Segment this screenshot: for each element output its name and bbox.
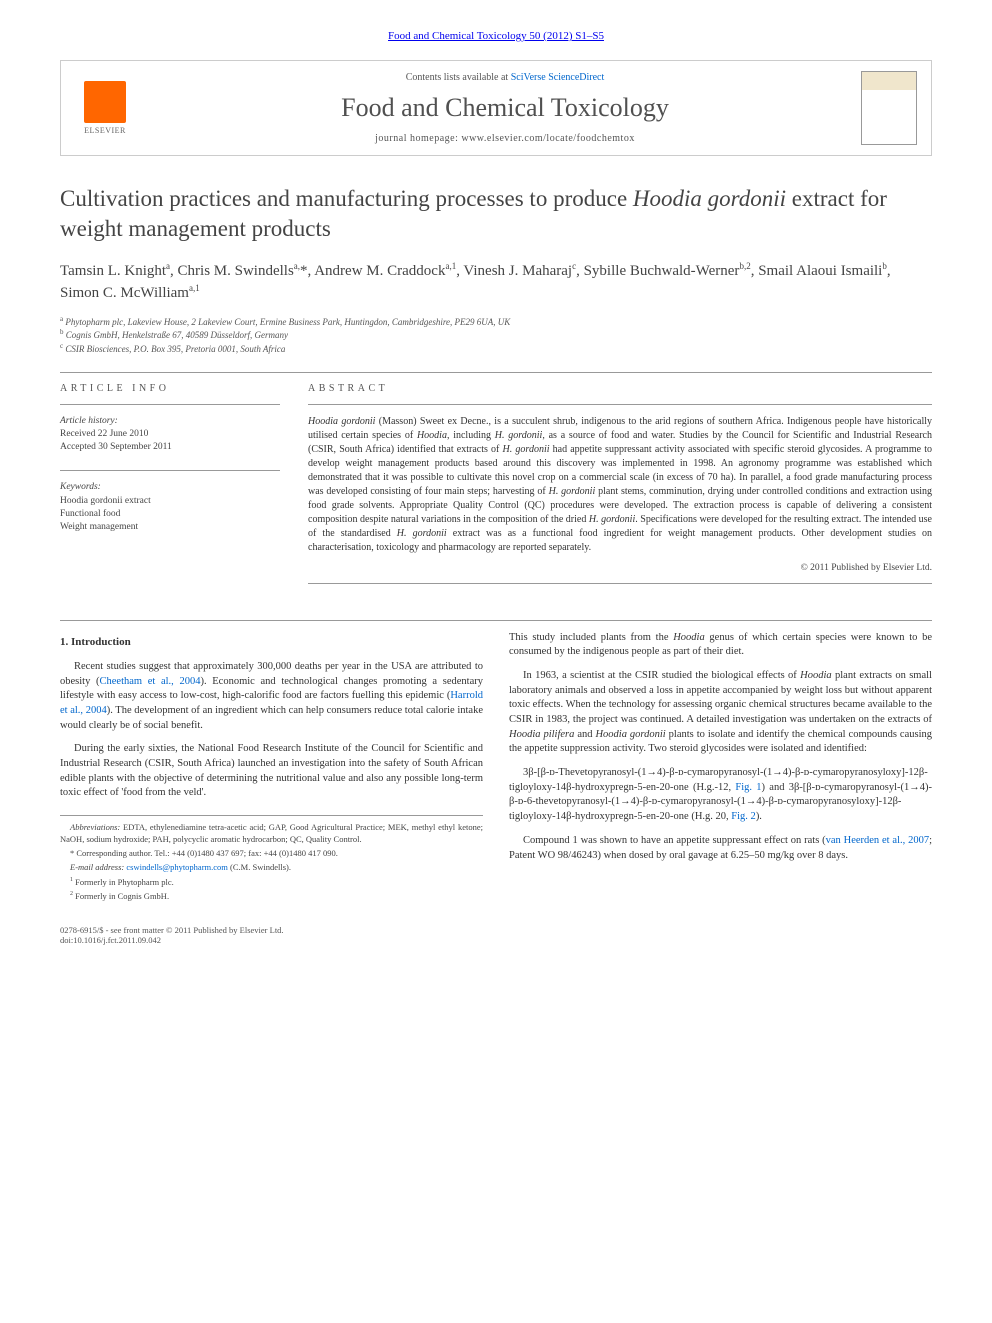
body-paragraph: 3β-[β-ᴅ-Thevetopyranosyl-(1→4)-β-ᴅ-cymar… [509, 766, 932, 825]
history-label: Article history: [60, 415, 280, 428]
body-columns: 1. Introduction Recent studies suggest t… [60, 631, 932, 904]
homepage-prefix: journal homepage: [375, 133, 461, 144]
body-paragraph: During the early sixties, the National F… [60, 742, 483, 801]
abbreviations: Abbreviations: EDTA, ethylenediamine tet… [60, 822, 483, 846]
divider [60, 404, 280, 405]
accepted-date: Accepted 30 September 2011 [60, 441, 280, 454]
journal-cover-thumbnail [861, 71, 917, 145]
ref-link[interactable]: Harrold et al., 2004 [60, 690, 483, 716]
ref-link[interactable]: Cheetham et al., 2004 [100, 676, 201, 687]
divider [60, 372, 932, 373]
contents-line: Contents lists available at SciVerse Sci… [149, 72, 861, 83]
journal-banner: ELSEVIER Contents lists available at Sci… [60, 60, 932, 156]
affiliation-a: a Phytopharm plc, Lakeview House, 2 Lake… [60, 315, 932, 329]
body-paragraph: Compound 1 was shown to have an appetite… [509, 834, 932, 863]
footnote-1: 1 Formerly in Phytopharm plc. [60, 876, 483, 889]
body-paragraph: Recent studies suggest that approximatel… [60, 660, 483, 733]
corresponding-author: * Corresponding author. Tel.: +44 (0)148… [60, 848, 483, 860]
divider [308, 583, 932, 584]
title-species: Hoodia gordonii [633, 186, 786, 211]
divider [60, 620, 932, 621]
ref-link[interactable]: van Heerden et al., 2007 [826, 835, 929, 846]
body-paragraph: This study included plants from the Hood… [509, 631, 932, 660]
citation-link[interactable]: Food and Chemical Toxicology 50 (2012) S… [388, 30, 604, 42]
journal-name: Food and Chemical Toxicology [149, 93, 861, 123]
banner-center: Contents lists available at SciVerse Sci… [149, 72, 861, 144]
body-paragraph: In 1963, a scientist at the CSIR studied… [509, 669, 932, 757]
keyword: Functional food [60, 508, 280, 521]
received-date: Received 22 June 2010 [60, 428, 280, 441]
article-info-column: ARTICLE INFO Article history: Received 2… [60, 383, 280, 594]
abstract-column: ABSTRACT Hoodia gordonii (Masson) Sweet … [308, 383, 932, 594]
abstract-copyright: © 2011 Published by Elsevier Ltd. [308, 563, 932, 573]
section-heading: 1. Introduction [60, 635, 483, 650]
footnote-2: 2 Formerly in Cognis GmbH. [60, 890, 483, 903]
footnotes-block: Abbreviations: EDTA, ethylenediamine tet… [60, 815, 483, 903]
affiliation-c: c CSIR Biosciences, P.O. Box 395, Pretor… [60, 342, 932, 356]
elsevier-label: ELSEVIER [84, 126, 126, 135]
info-abstract-row: ARTICLE INFO Article history: Received 2… [60, 383, 932, 594]
affiliation-b: b Cognis GmbH, Henkelstraße 67, 40589 Dü… [60, 328, 932, 342]
abstract-heading: ABSTRACT [308, 383, 932, 394]
author-list: Tamsin L. Knighta, Chris M. Swindellsa,*… [60, 260, 932, 305]
footer: 0278-6915/$ - see front matter © 2011 Pu… [60, 925, 932, 945]
divider [60, 470, 280, 471]
header-citation: Food and Chemical Toxicology 50 (2012) S… [60, 30, 932, 42]
affiliations: a Phytopharm plc, Lakeview House, 2 Lake… [60, 315, 932, 356]
title-pre: Cultivation practices and manufacturing … [60, 186, 633, 211]
article-history: Article history: Received 22 June 2010 A… [60, 415, 280, 455]
keywords-label: Keywords: [60, 481, 280, 494]
sciencedirect-link[interactable]: SciVerse ScienceDirect [511, 72, 605, 83]
footer-copyright: 0278-6915/$ - see front matter © 2011 Pu… [60, 925, 932, 935]
abstract-text: Hoodia gordonii (Masson) Sweet ex Decne.… [308, 415, 932, 555]
email-line: E-mail address: cswindells@phytopharm.co… [60, 862, 483, 874]
elsevier-tree-icon [84, 81, 126, 123]
keywords-block: Keywords: Hoodia gordonii extract Functi… [60, 481, 280, 534]
fig-link[interactable]: Fig. 1 [735, 782, 761, 793]
contents-prefix: Contents lists available at [406, 72, 511, 83]
keyword: Hoodia gordonii extract [60, 495, 280, 508]
divider [308, 404, 932, 405]
elsevier-logo: ELSEVIER [75, 75, 135, 141]
article-info-heading: ARTICLE INFO [60, 383, 280, 394]
keyword: Weight management [60, 521, 280, 534]
homepage-url: www.elsevier.com/locate/foodchemtox [461, 133, 634, 144]
fig-link[interactable]: Fig. 2 [731, 811, 756, 822]
footer-doi: doi:10.1016/j.fct.2011.09.042 [60, 935, 932, 945]
homepage-line: journal homepage: www.elsevier.com/locat… [149, 133, 861, 144]
article-title: Cultivation practices and manufacturing … [60, 184, 932, 244]
email-link[interactable]: cswindells@phytopharm.com [126, 862, 228, 872]
